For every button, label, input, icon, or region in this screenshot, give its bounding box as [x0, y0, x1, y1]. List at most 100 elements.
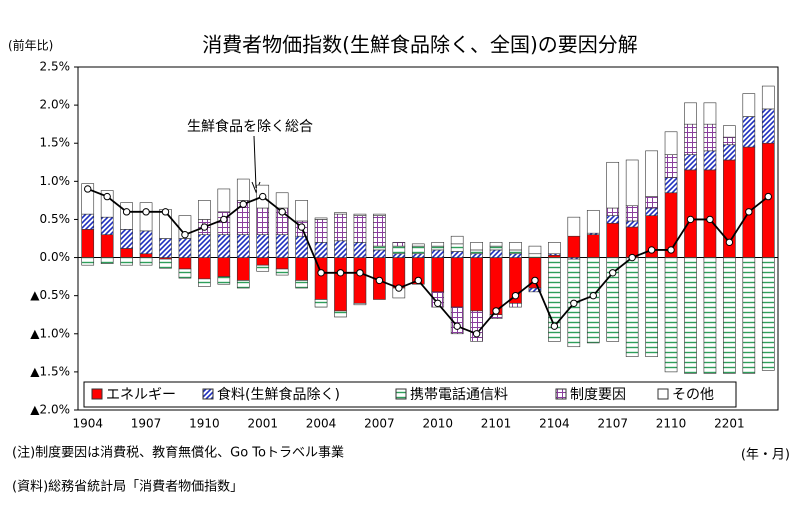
bar-segment [742, 257, 756, 374]
x-tick-label: 1904 [72, 417, 103, 431]
line-marker [434, 299, 442, 307]
bar-segment [625, 205, 639, 222]
bar-segment [411, 243, 425, 247]
bar-segment [120, 202, 133, 230]
bar-segment [353, 213, 367, 216]
line-marker [706, 215, 714, 224]
bar-segment [586, 209, 600, 234]
bar-segment [178, 257, 192, 270]
bar-segment [314, 219, 328, 243]
legend-label: 制度要因 [570, 387, 626, 403]
bar-segment [567, 216, 581, 237]
bar-segment [625, 257, 639, 357]
x-tick-label: 2001 [247, 417, 278, 431]
bar-segment [373, 249, 386, 258]
line-marker [667, 246, 675, 254]
bar-segment [314, 242, 328, 258]
bar-segment [742, 93, 756, 117]
bar-segment [761, 108, 775, 144]
bar-segment [295, 280, 308, 289]
line-marker [647, 246, 656, 254]
bar-segment [528, 287, 542, 293]
bar-segment [139, 202, 153, 232]
bar-segment [450, 257, 464, 308]
bar-segment [703, 102, 717, 125]
bar-segment [81, 213, 95, 230]
bar-segment [606, 207, 620, 216]
line-marker [414, 276, 422, 285]
line-marker [181, 230, 189, 239]
bar-segment [334, 213, 347, 242]
bar-segment [684, 257, 697, 374]
bar-segment [139, 230, 153, 255]
bar-segment [314, 299, 328, 308]
bar-segment [645, 150, 658, 197]
bar-segment [723, 257, 736, 374]
bar-segment [314, 217, 328, 220]
bar-segment [489, 249, 503, 258]
legend-swatch [657, 388, 669, 400]
line-marker [570, 299, 578, 307]
line-marker [453, 322, 461, 330]
x-tick-label: 2104 [539, 417, 570, 431]
legend-label: エネルギー [106, 387, 176, 403]
bar-segment [256, 234, 270, 258]
bar-segment [761, 257, 775, 371]
bar-segment [236, 178, 250, 201]
bar-segment [450, 251, 464, 258]
line-marker [764, 192, 772, 201]
bar-segment [256, 257, 270, 266]
x-tick-label: 2004 [306, 417, 337, 431]
bar-segment [295, 200, 308, 222]
line-marker [531, 276, 539, 285]
bar-segment [100, 216, 114, 235]
x-tick-label: 1907 [131, 417, 162, 431]
bar-segment [353, 302, 367, 306]
bar-segment [664, 257, 678, 373]
y-tick-label: 0.0% [40, 250, 71, 264]
bar-segment [334, 212, 347, 215]
legend-label: 食料(生鮮食品除く) [217, 386, 340, 403]
line-marker [297, 223, 306, 231]
bar-segment [81, 257, 95, 266]
bar-segment [489, 242, 503, 247]
bar-segment [645, 257, 658, 357]
bar-segment [198, 278, 211, 287]
bar-segment [761, 85, 775, 110]
y-tick-label: ▲1.0% [30, 326, 70, 340]
bar-segment [742, 116, 756, 148]
y-tick-label: 1.0% [40, 174, 71, 188]
bar-segment [684, 154, 697, 171]
line-marker [84, 185, 92, 193]
bar-segment [703, 123, 717, 152]
bar-segment [470, 253, 483, 258]
bar-segment [120, 229, 133, 249]
line-marker [200, 223, 209, 231]
line-marker [511, 291, 520, 300]
line-marker [686, 215, 695, 224]
line-marker [103, 192, 111, 201]
bar-segment [100, 234, 114, 258]
bar-segment [509, 253, 522, 258]
bar-segment [684, 169, 697, 258]
bar-segment [392, 245, 406, 255]
bar-segment [217, 257, 231, 277]
bar-segment [81, 229, 95, 258]
bar-segment [664, 177, 678, 194]
bar-segment [334, 257, 347, 312]
bar-segment [703, 257, 717, 374]
bar-segment [81, 183, 95, 215]
bar-segment [723, 125, 736, 138]
bar-segment [275, 257, 289, 270]
bar-segment [392, 257, 406, 289]
line-marker [142, 208, 150, 216]
legend-box [83, 381, 737, 408]
bar-segment [625, 220, 639, 228]
bar-segment [178, 238, 192, 258]
bar-segment [353, 242, 367, 258]
bar-segment [236, 257, 250, 281]
x-tick-label: 2201 [714, 417, 745, 431]
bar-segment [392, 253, 406, 258]
bar-segment [606, 215, 620, 224]
